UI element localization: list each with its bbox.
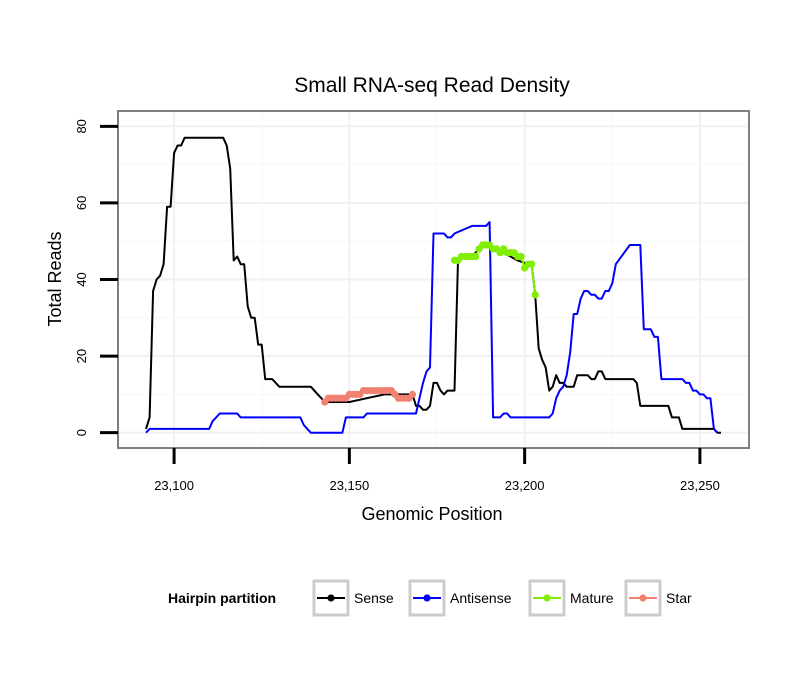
legend-title: Hairpin partition [168, 590, 276, 606]
x-tick-label: 23,100 [154, 478, 194, 493]
y-tick-label: 20 [74, 349, 89, 363]
y-tick-label: 0 [74, 429, 89, 436]
legend-label-star: Star [666, 590, 692, 606]
x-axis: 23,100 23,150 23,200 23,250 [154, 448, 720, 493]
data-point-mature [471, 252, 480, 261]
legend-entry-antisense: Antisense [408, 579, 512, 617]
series-line-antisense [145, 221, 719, 434]
series-star [321, 386, 417, 406]
data-point-mature [531, 291, 539, 299]
series-antisense [145, 221, 719, 434]
legend-dot-sense [327, 594, 335, 602]
legend-label-mature: Mature [570, 590, 614, 606]
legend-label-antisense: Antisense [450, 590, 512, 606]
x-tick-label: 23,200 [505, 478, 545, 493]
legend-label-sense: Sense [354, 590, 394, 606]
legend-entry-star: Star [624, 579, 692, 617]
x-tick-label: 23,250 [680, 478, 720, 493]
legend-dot-mature [543, 594, 551, 602]
data-point-mature [528, 260, 536, 268]
legend: Hairpin partition Sense Antisense Mature St… [168, 579, 692, 617]
legend-entry-sense: Sense [312, 579, 394, 617]
legend-dot-star [639, 594, 647, 602]
y-tick-label: 40 [74, 272, 89, 286]
legend-entry-mature: Mature [528, 579, 614, 617]
y-tick-label: 80 [74, 119, 89, 133]
y-axis-title: Total Reads [45, 231, 65, 326]
legend-dot-antisense [423, 594, 431, 602]
y-tick-label: 60 [74, 196, 89, 210]
x-axis-title: Genomic Position [361, 504, 502, 524]
data-point-star [408, 390, 417, 398]
chart-title: Small RNA-seq Read Density [294, 74, 570, 97]
data-point-mature [517, 252, 525, 261]
series-layer [145, 136, 721, 434]
x-tick-label: 23,150 [329, 478, 369, 493]
y-axis: 0 20 40 60 80 [74, 119, 118, 436]
series-mature [450, 241, 539, 299]
